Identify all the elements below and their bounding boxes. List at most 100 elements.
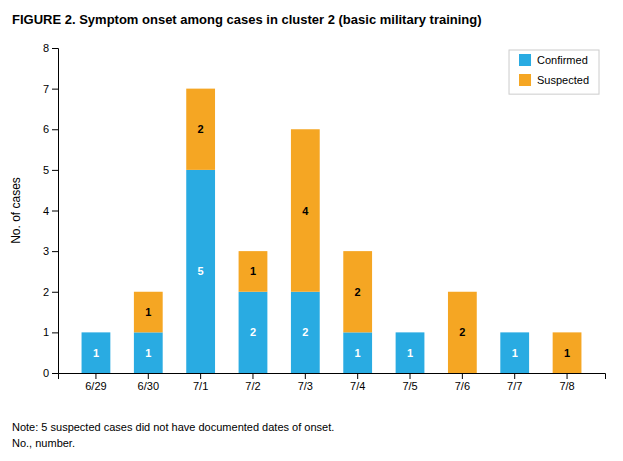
tick-label: 7 [43, 83, 49, 95]
data-label: 2 [302, 326, 308, 338]
legend-item: Suspected [519, 74, 589, 86]
bar [239, 292, 268, 373]
legend-label: Suspected [537, 74, 589, 86]
data-label: 5 [198, 265, 204, 277]
y-axis: 0 1 2 3 4 5 6 7 8 [43, 42, 59, 379]
bar [82, 332, 111, 373]
note: No., number. [12, 437, 75, 449]
data-label: 1 [564, 347, 570, 359]
bar [500, 332, 529, 373]
tick-mark [514, 373, 515, 379]
tick-mark [148, 373, 149, 379]
title: FIGURE 2. Symptom onset among cases in c… [12, 12, 482, 27]
bar [396, 332, 425, 373]
chart: 1152211112142210123456786/296/307/17/27/… [0, 0, 623, 461]
tick: 2 [43, 286, 58, 298]
tick: 7/8 [559, 373, 574, 392]
tick: 7/3 [298, 373, 313, 392]
tick-mark [52, 373, 58, 374]
tick-label: 7/6 [455, 380, 470, 392]
data-label: 4 [302, 205, 309, 217]
tick-label: 2 [43, 286, 49, 298]
tick: 4 [43, 205, 58, 217]
y-axis-title: No. of cases [9, 177, 23, 244]
bar [553, 332, 582, 373]
legend: Confirmed Suspected [509, 50, 599, 94]
tick: 7/6 [455, 373, 470, 392]
tick: 7/7 [507, 373, 522, 392]
tick: 8 [43, 42, 58, 54]
tick-label: 6/30 [138, 380, 159, 392]
tick-mark [200, 373, 201, 379]
data-label: 1 [93, 347, 99, 359]
tick-mark [52, 170, 58, 171]
legend-item: Confirmed [519, 54, 588, 66]
bar [134, 332, 163, 373]
tick-mark [357, 373, 358, 379]
tick-label: 1 [43, 326, 49, 338]
tick: 7/1 [193, 373, 208, 392]
data-label: 2 [459, 326, 465, 338]
bar [396, 332, 425, 333]
bar [448, 292, 477, 373]
tick-label: 6/29 [85, 380, 106, 392]
tick: 6/30 [138, 373, 159, 392]
tick-mark [52, 89, 58, 90]
tick-label: 5 [43, 164, 49, 176]
legend-swatch [519, 54, 531, 66]
tick-mark [52, 129, 58, 130]
tick-label: 7/2 [245, 380, 260, 392]
tick: 3 [43, 245, 58, 257]
tick: 7/2 [245, 373, 260, 392]
tick: 7/4 [350, 373, 365, 392]
axis-line [59, 374, 606, 380]
bar [186, 170, 215, 373]
data-labels: 115221111214221 [93, 123, 570, 358]
bar [291, 129, 320, 292]
bar [239, 251, 268, 292]
bars [82, 89, 582, 373]
data-label: 1 [250, 265, 256, 277]
tick: 0 [43, 367, 58, 379]
tick-label: 0 [43, 367, 49, 379]
tick-mark [305, 373, 306, 379]
legend-label: Confirmed [537, 54, 588, 66]
bar [500, 332, 529, 333]
data-label: 2 [355, 286, 361, 298]
tick-label: 3 [43, 245, 49, 257]
note: Note: 5 suspected cases did not have doc… [12, 421, 334, 433]
legend-swatch [519, 74, 531, 86]
x-axis: 6/29 6/30 7/1 7/2 7/3 7/4 7/5 7/6 7/7 7/8 [59, 373, 606, 392]
tick: 6 [43, 123, 58, 135]
tick-mark [52, 292, 58, 293]
data-label: 1 [407, 347, 413, 359]
tick-label: 4 [43, 205, 49, 217]
data-label: 1 [512, 347, 518, 359]
bar [291, 292, 320, 373]
tick-label: 7/5 [402, 380, 417, 392]
tick-mark [95, 373, 96, 379]
data-label: 2 [250, 326, 256, 338]
tick: 6/29 [85, 373, 106, 392]
bar [343, 332, 372, 373]
tick-mark [567, 373, 568, 379]
tick-mark [410, 373, 411, 379]
tick-label: 7/3 [298, 380, 313, 392]
tick: 1 [43, 326, 58, 338]
tick-label: 7/4 [350, 380, 365, 392]
tick-mark [52, 332, 58, 333]
data-label: 1 [145, 306, 151, 318]
bar [343, 251, 372, 332]
tick: 5 [43, 164, 58, 176]
tick: 7/5 [402, 373, 417, 392]
data-label: 1 [355, 347, 361, 359]
bar [186, 89, 215, 170]
tick-mark [252, 373, 253, 379]
tick-label: 7/1 [193, 380, 208, 392]
bar [82, 332, 111, 333]
tick-mark [52, 211, 58, 212]
tick-label: 6 [43, 123, 49, 135]
tick-mark [52, 251, 58, 252]
tick-label: 7/8 [559, 380, 574, 392]
tick: 7 [43, 83, 58, 95]
